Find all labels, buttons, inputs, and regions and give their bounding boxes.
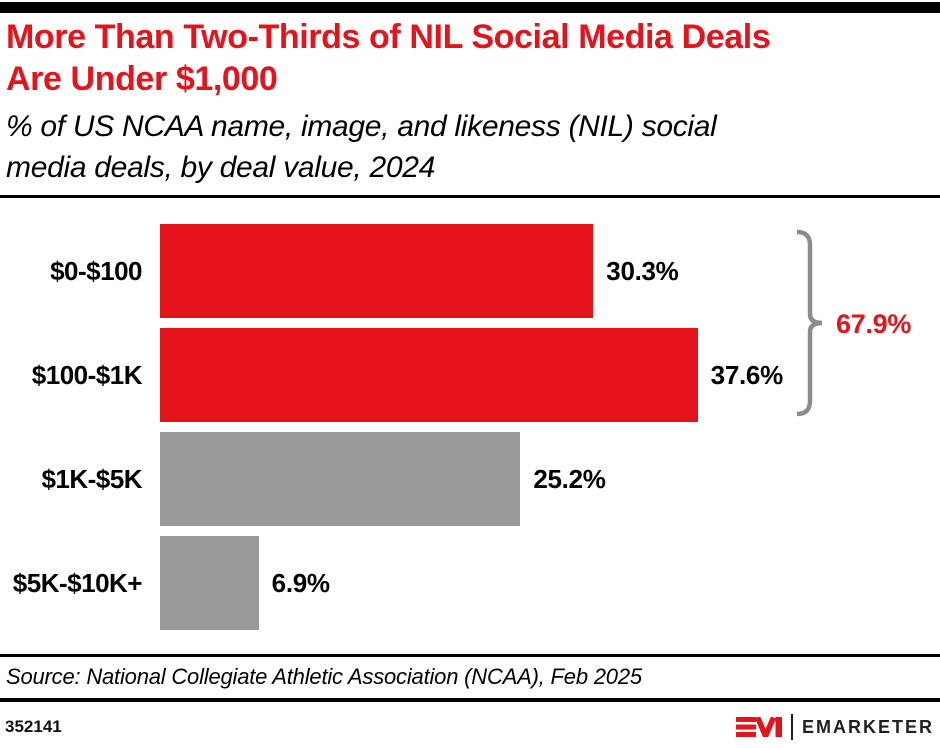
category-label: $100-$1K bbox=[31, 359, 143, 390]
chart-header: More Than Two-Thirds of NIL Social Media… bbox=[6, 16, 934, 188]
source-note: Source: National Collegiate Athletic Ass… bbox=[6, 664, 642, 689]
bar-track: 25.2% bbox=[160, 432, 940, 526]
bar-track: 37.6% bbox=[160, 328, 940, 422]
value-label: 6.9% bbox=[271, 567, 330, 598]
bar-track: 30.3% bbox=[160, 224, 940, 318]
group-total-label: 67.9% bbox=[836, 309, 912, 339]
chart-subtitle: % of US NCAA name, image, and likeness (… bbox=[6, 106, 934, 188]
value-label: 25.2% bbox=[533, 463, 606, 494]
emarketer-logo: EMARKETER bbox=[735, 711, 934, 743]
bar-row: $1K-$5K 25.2% bbox=[0, 432, 940, 526]
value-label: 30.3% bbox=[606, 255, 679, 286]
chart-title: More Than Two-Thirds of NIL Social Media… bbox=[6, 16, 934, 100]
top-accent-bar bbox=[0, 2, 940, 13]
chart-id: 352141 bbox=[5, 717, 62, 736]
chart-title-line1: More Than Two-Thirds of NIL Social Media… bbox=[6, 18, 771, 56]
bar-track: 6.9% bbox=[160, 536, 940, 630]
logo-divider bbox=[790, 714, 793, 740]
bar-chart: $0-$100 30.3% $100-$1K 37.6% $1K-$5K 25.… bbox=[0, 224, 940, 640]
bar-row: $100-$1K 37.6% bbox=[0, 328, 940, 422]
header-divider bbox=[0, 195, 940, 198]
source-divider bbox=[0, 654, 940, 657]
bar bbox=[160, 432, 521, 526]
emarketer-wordmark: EMARKETER bbox=[801, 716, 934, 737]
bar-row: $5K-$10K+ 6.9% bbox=[0, 536, 940, 630]
bar-row: $0-$100 30.3% bbox=[0, 224, 940, 318]
category-label: $0-$100 bbox=[50, 255, 142, 286]
chart-title-line2: Are Under $1,000 bbox=[6, 60, 278, 98]
bar bbox=[160, 224, 594, 318]
category-label: $5K-$10K+ bbox=[12, 567, 143, 598]
bar bbox=[160, 328, 698, 422]
chart-subtitle-line2: media deals, by deal value, 2024 bbox=[6, 151, 436, 184]
footer-divider bbox=[0, 698, 940, 702]
bar bbox=[160, 536, 259, 630]
value-label: 37.6% bbox=[710, 359, 784, 390]
group-bracket bbox=[796, 229, 823, 417]
emarketer-logo-mark-icon bbox=[735, 717, 782, 737]
chart-subtitle-line1: % of US NCAA name, image, and likeness (… bbox=[6, 110, 717, 143]
category-label: $1K-$5K bbox=[41, 463, 142, 494]
